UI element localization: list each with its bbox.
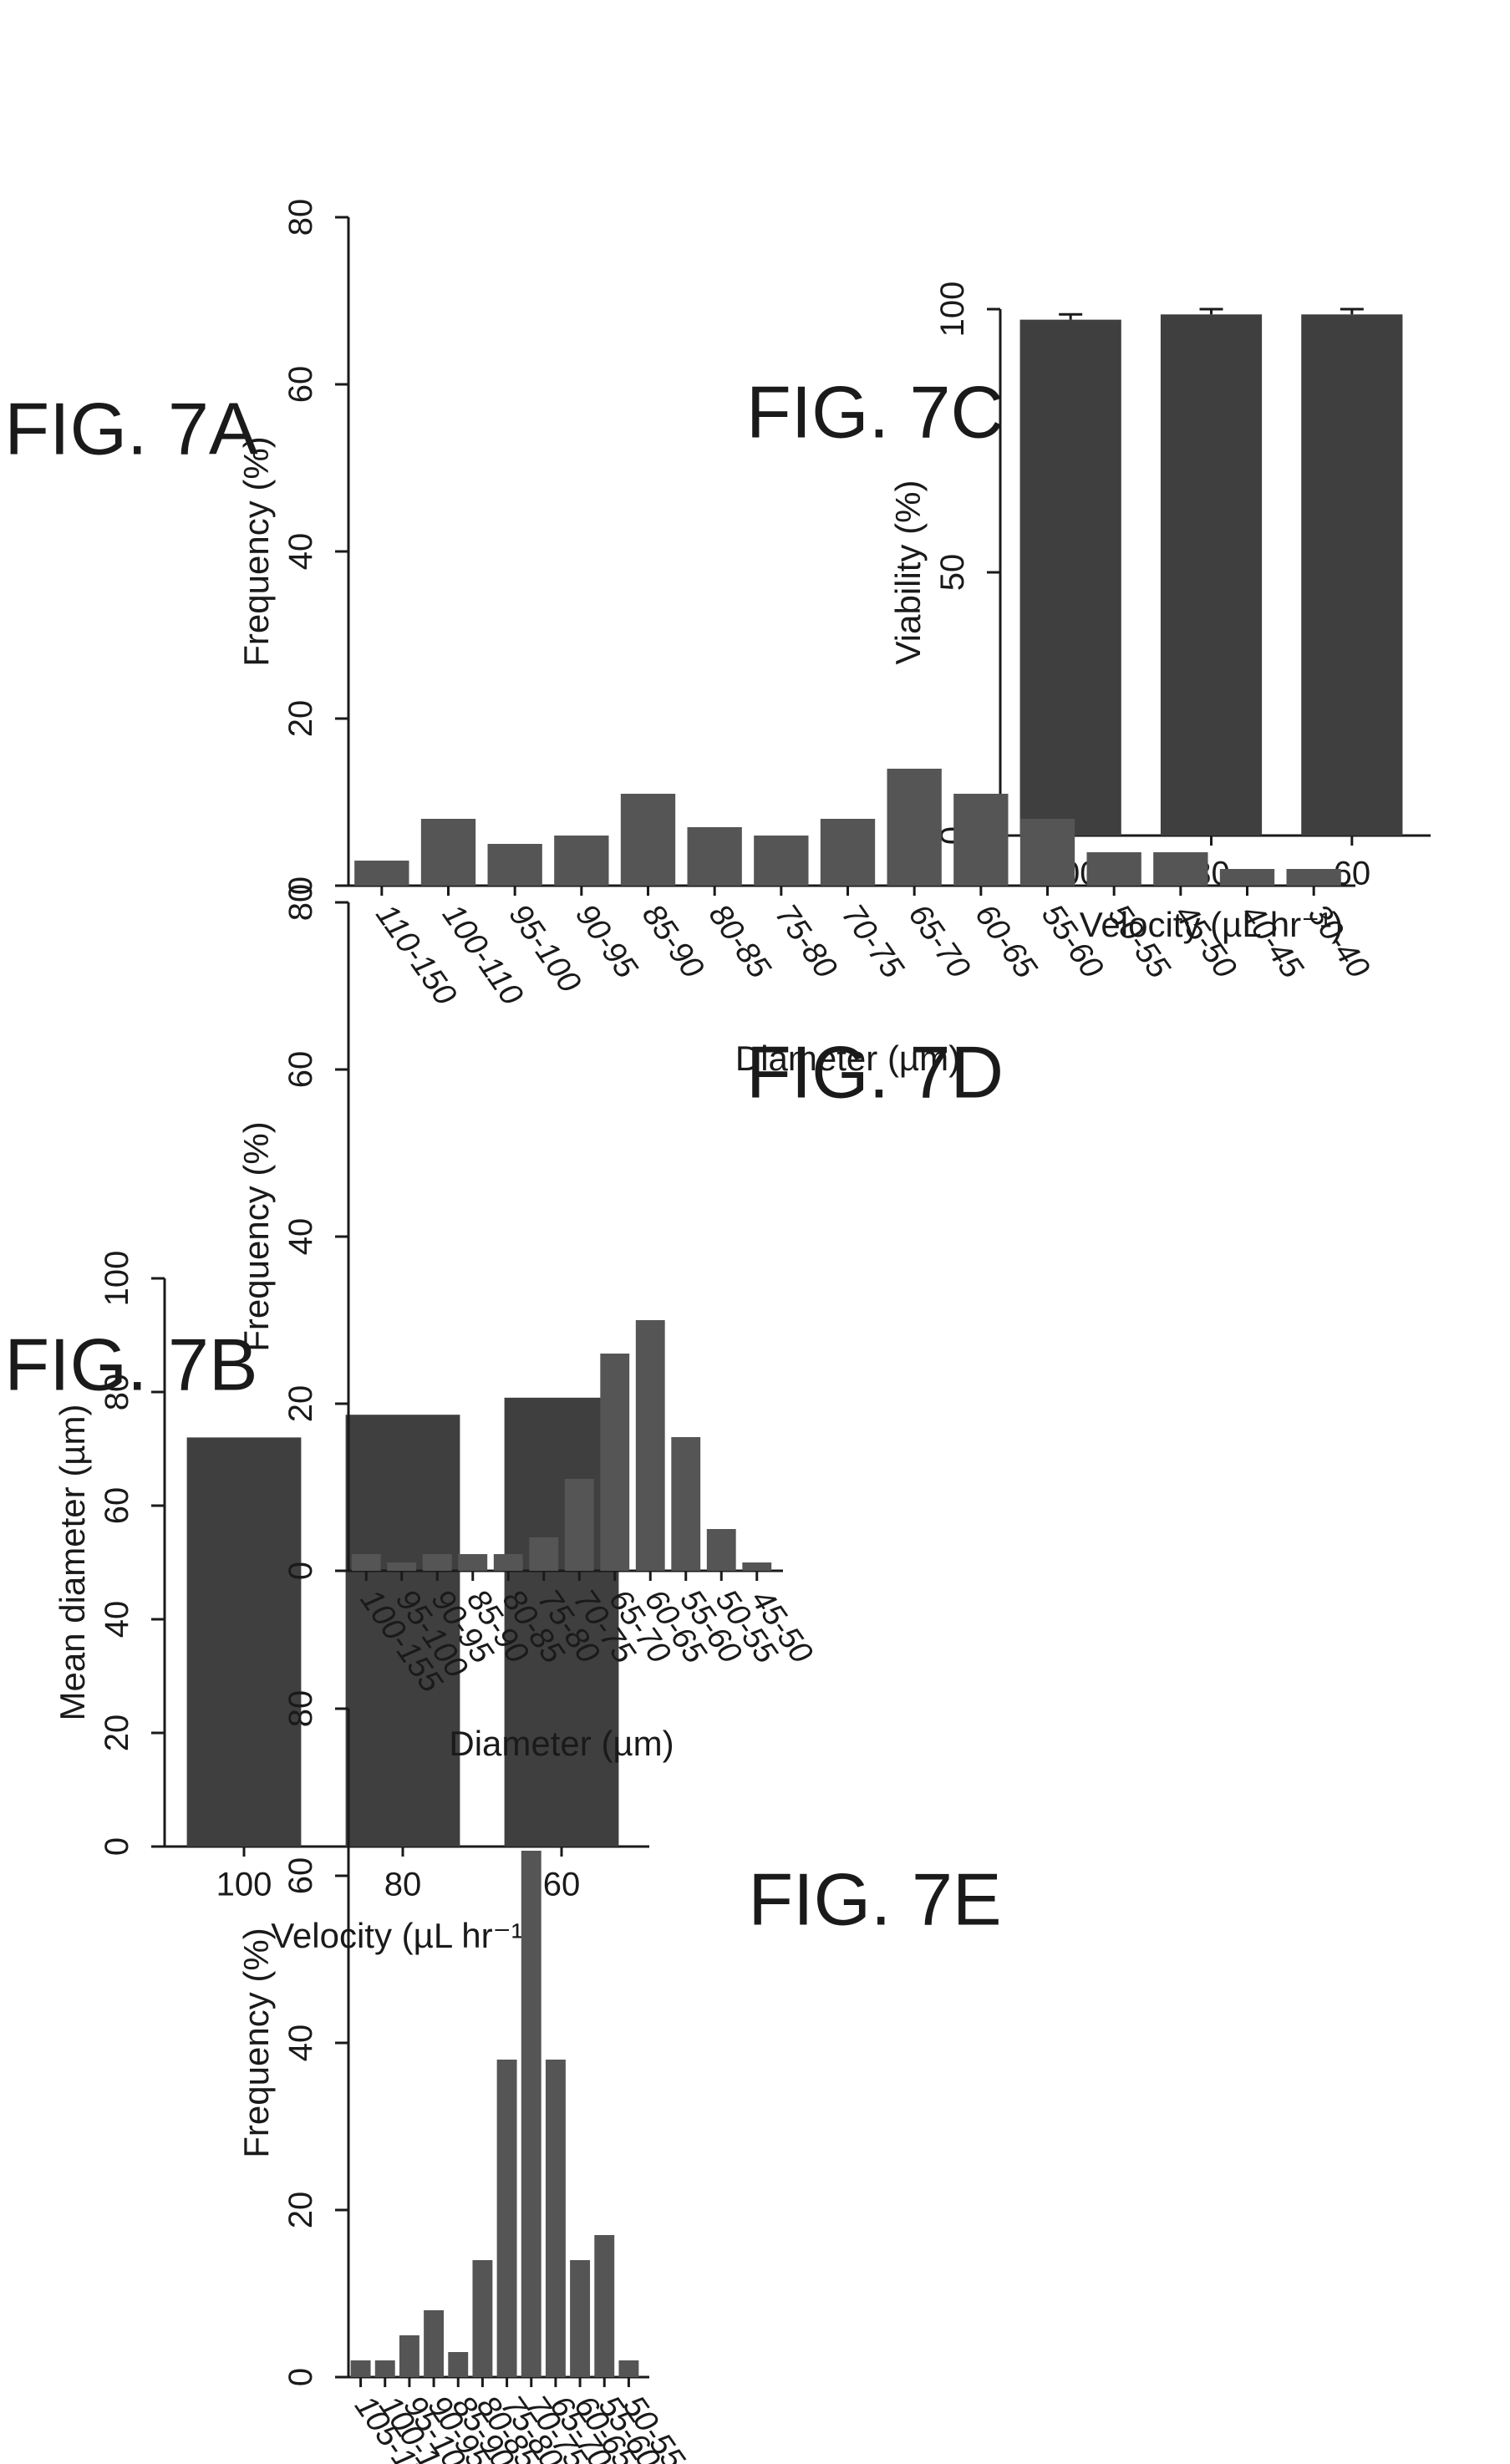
bar: [887, 769, 942, 886]
bar: [687, 827, 742, 886]
figure-label: FIG. 7C: [746, 370, 1004, 453]
y-tick-label: 100: [99, 1251, 135, 1307]
y-tick-label: 80: [282, 1690, 319, 1728]
figure-label: FIG. 7A: [4, 387, 257, 470]
bar: [594, 2235, 615, 2377]
figure-label: FIG. 7D: [746, 1030, 1004, 1113]
bar: [1086, 852, 1141, 886]
x-axis-title: Diameter (µm): [449, 1724, 674, 1763]
bar: [742, 1562, 772, 1571]
y-tick-label: 20: [99, 1715, 135, 1752]
y-axis-title: Frequency (%): [236, 436, 276, 666]
bar: [1301, 314, 1403, 836]
y-tick-label: 40: [282, 2025, 319, 2062]
bar: [521, 1851, 541, 2377]
bar: [545, 2060, 566, 2377]
y-tick-label: 0: [282, 1562, 319, 1580]
bar: [351, 1554, 381, 1571]
bar: [186, 1437, 302, 1847]
bar: [345, 1415, 460, 1847]
y-tick-label: 20: [282, 700, 319, 738]
bar: [1019, 819, 1075, 886]
y-tick-label: 80: [282, 199, 319, 236]
figure-label: FIG. 7E: [748, 1857, 1001, 1940]
bar: [399, 2335, 419, 2377]
bar: [487, 844, 542, 886]
bar: [420, 819, 476, 886]
bar: [554, 836, 609, 886]
y-tick-label: 100: [934, 282, 971, 338]
x-tick-label: 80: [384, 1867, 422, 1903]
x-tick-label: 100: [216, 1867, 272, 1903]
bar: [570, 2260, 591, 2377]
bar: [564, 1479, 594, 1571]
bar: [354, 861, 409, 886]
y-tick-label: 20: [282, 1385, 319, 1423]
bar: [422, 1554, 452, 1571]
y-tick-label: 0: [99, 1837, 135, 1856]
bar: [424, 2310, 445, 2377]
bar: [529, 1537, 559, 1571]
y-tick-label: 40: [282, 1218, 319, 1256]
bar: [496, 2060, 517, 2377]
bar: [620, 794, 676, 886]
y-tick-label: 20: [282, 2192, 319, 2229]
bar: [1219, 869, 1275, 886]
bar: [1160, 314, 1263, 836]
y-tick-label: 80: [282, 884, 319, 922]
x-tick-label: 80-85: [702, 898, 778, 985]
bar: [706, 1529, 736, 1571]
y-tick-label: 0: [282, 876, 319, 895]
bar: [493, 1554, 523, 1571]
y-tick-label: 40: [282, 533, 319, 571]
bar: [671, 1437, 701, 1571]
y-tick-label: 60: [282, 366, 319, 404]
y-tick-label: 60: [282, 1857, 319, 1895]
y-axis-title: Frequency (%): [236, 1928, 276, 2157]
bar: [458, 1554, 488, 1571]
bar: [600, 1354, 630, 1571]
x-tick-label: 65-70: [902, 898, 977, 985]
y-tick-label: 40: [99, 1601, 135, 1638]
y-tick-label: 50: [934, 554, 971, 592]
bar: [374, 2360, 395, 2377]
x-tick-label: 85-90: [635, 898, 710, 985]
x-tick-label: 70-75: [835, 898, 911, 985]
x-axis-title: Diameter (µm): [735, 1039, 960, 1078]
bar: [953, 794, 1009, 886]
y-tick-label: 60: [282, 1051, 319, 1089]
bar: [1019, 319, 1121, 836]
y-axis-title: Frequency (%): [236, 1121, 276, 1351]
bar: [820, 819, 876, 886]
y-tick-label: 60: [99, 1487, 135, 1525]
bar: [350, 2360, 371, 2377]
y-axis-title: Viability (%): [888, 480, 928, 665]
x-tick-label: 60: [543, 1867, 581, 1903]
figure-label: FIG. 7B: [4, 1323, 257, 1405]
bar: [754, 836, 809, 886]
bar: [387, 1562, 417, 1571]
x-axis-title: Velocity (µL hr⁻¹): [271, 1916, 535, 1955]
bar: [448, 2352, 469, 2377]
y-tick-label: 0: [282, 2368, 319, 2386]
x-tick-label: 75-80: [768, 898, 843, 985]
bar: [1153, 852, 1208, 886]
y-axis-title: Mean diameter (µm): [53, 1405, 92, 1721]
bar: [1286, 869, 1341, 886]
bar: [618, 2360, 639, 2377]
x-tick-label: 60-65: [968, 898, 1044, 985]
bar: [472, 2260, 493, 2377]
y-tick-label: 80: [99, 1374, 135, 1411]
bar: [635, 1320, 665, 1571]
x-axis-title: Velocity (µL hr⁻¹): [1080, 905, 1344, 944]
